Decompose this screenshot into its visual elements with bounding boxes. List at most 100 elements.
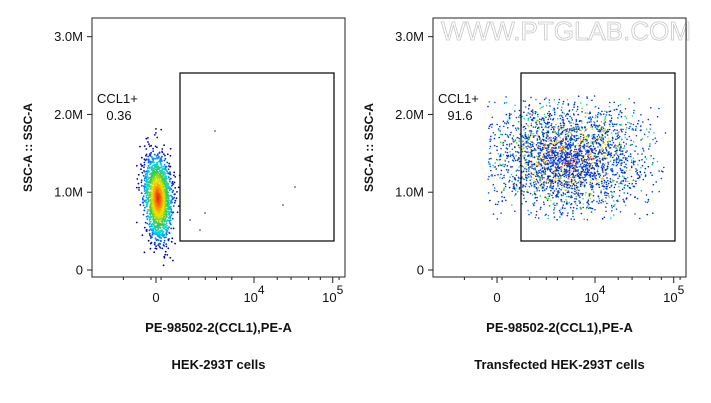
event-dot (151, 188, 154, 191)
event-dot (598, 181, 600, 184)
event-dot (517, 179, 519, 182)
event-dot (159, 240, 162, 243)
event-dot (534, 185, 536, 188)
event-dot (602, 141, 604, 143)
event-dot (616, 152, 618, 154)
event-dot (554, 138, 557, 140)
event-dot (510, 154, 512, 156)
event-dot (589, 174, 592, 177)
event-dot (571, 109, 574, 111)
event-dot (538, 126, 540, 129)
event-dot (537, 181, 539, 184)
event-dot (621, 180, 623, 182)
event-dot (557, 163, 559, 166)
event-dot (592, 145, 595, 148)
event-dot (508, 112, 511, 115)
event-dot (612, 125, 614, 128)
event-dot (573, 106, 575, 108)
event-dot (517, 158, 519, 161)
event-dot (138, 189, 140, 191)
event-dot (514, 189, 517, 192)
event-dot (143, 166, 145, 169)
event-dot (525, 151, 528, 153)
event-dot (145, 181, 148, 184)
event-dot (551, 186, 553, 188)
event-dot (571, 196, 573, 198)
event-dot (621, 150, 624, 152)
event-dot (592, 194, 595, 197)
event-dot (528, 136, 530, 138)
event-dot (544, 139, 547, 142)
event-dot (600, 178, 603, 180)
event-dot (169, 180, 171, 183)
event-dot (561, 131, 564, 133)
event-dot (620, 115, 623, 118)
event-dot (521, 190, 523, 192)
event-dot (582, 145, 584, 148)
event-dot (642, 147, 644, 150)
event-dot (563, 184, 565, 186)
event-dot (619, 153, 621, 156)
event-dot (169, 216, 172, 219)
event-dot (583, 173, 586, 176)
event-dot (566, 138, 568, 140)
event-dot (570, 196, 572, 198)
event-dot (532, 202, 534, 205)
event-dot (553, 179, 555, 181)
event-dot (623, 145, 626, 147)
x-tick-base: 10 (322, 290, 336, 305)
event-dot (556, 117, 559, 120)
event-dot (589, 126, 592, 129)
event-dot (600, 120, 603, 123)
event-dot (530, 172, 533, 175)
event-dot (577, 125, 579, 128)
event-dot (559, 176, 562, 178)
event-dot (561, 213, 563, 216)
event-dot (528, 186, 531, 188)
event-dot (575, 198, 578, 200)
event-dot (625, 117, 628, 119)
event-dot (614, 138, 617, 140)
event-dot (567, 153, 569, 156)
event-dot (522, 166, 525, 168)
event-dot (560, 188, 562, 191)
event-dot (156, 218, 159, 221)
event-dot (601, 163, 604, 166)
event-dot (568, 181, 571, 183)
event-dot (549, 165, 552, 168)
event-dot (588, 116, 590, 119)
event-dot (143, 185, 145, 188)
x-tick-base: 10 (663, 290, 677, 305)
event-dot (524, 142, 526, 144)
event-dot (553, 111, 556, 113)
event-dot (168, 203, 171, 206)
event-dot (513, 141, 515, 143)
event-dot (557, 185, 559, 187)
event-dot (551, 162, 553, 164)
event-dot (151, 234, 154, 236)
event-dot (634, 213, 636, 215)
event-dot (571, 119, 574, 121)
event-dot (540, 123, 542, 125)
event-dot (616, 172, 619, 174)
event-dot (154, 233, 156, 235)
event-dot (601, 134, 604, 137)
event-dot (204, 212, 206, 214)
event-dot (523, 129, 525, 131)
event-dot (570, 165, 572, 168)
event-dot (165, 245, 168, 248)
event-dot (597, 155, 599, 158)
event-dot (584, 116, 587, 118)
event-dot (573, 130, 576, 133)
event-dot (501, 133, 504, 136)
event-dot (630, 183, 633, 185)
event-dot (563, 152, 565, 154)
event-dot (156, 226, 159, 229)
event-dot (147, 239, 150, 242)
event-dot (601, 153, 603, 155)
event-dot (141, 164, 144, 167)
event-dot (649, 123, 652, 126)
event-dot (585, 158, 587, 161)
event-dot (598, 157, 601, 160)
event-dot (565, 186, 568, 188)
